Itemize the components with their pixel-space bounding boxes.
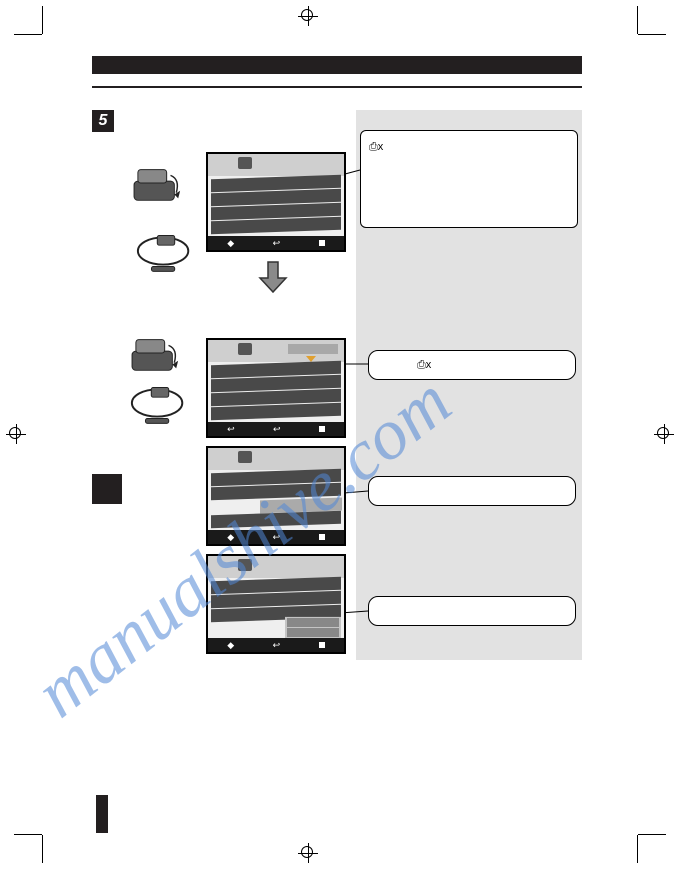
chapter-tab <box>92 474 122 504</box>
submenu-panel <box>285 616 341 638</box>
crop-mark <box>637 6 638 34</box>
page-number-mark <box>96 795 108 833</box>
camcorder-open-icon <box>130 160 188 208</box>
header-rule <box>92 86 582 88</box>
printer-icon <box>238 157 252 169</box>
registration-mark <box>298 6 318 26</box>
crop-mark <box>14 34 42 35</box>
crop-mark <box>638 34 666 35</box>
nav-stop-icon <box>319 240 325 246</box>
nav-return-icon: ↩ <box>273 640 281 651</box>
nav-stop-icon <box>319 534 325 540</box>
print-multiple-icon: ⎙x <box>417 359 431 371</box>
print-multiple-icon: ⎙x <box>369 141 383 153</box>
callout-box-2: ⎙x <box>368 350 576 380</box>
nav-stop-icon <box>319 642 325 648</box>
camcorder-open-icon <box>128 330 186 378</box>
nav-stop-icon <box>319 426 325 432</box>
step-number-badge: 5 <box>92 110 114 132</box>
lcd-screen-2: ↩ ↩ <box>206 338 346 438</box>
crop-mark <box>14 834 42 835</box>
registration-mark <box>298 843 318 863</box>
lcd-screen-1: ◆ ↩ <box>206 152 346 252</box>
printer-icon <box>238 559 252 571</box>
crop-mark <box>42 835 43 863</box>
callout-box-3 <box>368 476 576 506</box>
arrow-down-icon <box>258 260 288 294</box>
nav-return-icon: ↩ <box>273 424 281 435</box>
nav-diamond-icon: ◆ <box>227 532 234 543</box>
nav-return-icon: ↩ <box>273 532 281 543</box>
crop-mark <box>638 834 666 835</box>
nav-return-icon: ↩ <box>227 424 235 435</box>
highlight-bar <box>288 344 338 354</box>
nav-diamond-icon: ◆ <box>227 238 234 249</box>
base-disc-icon <box>128 378 192 428</box>
base-disc-icon <box>134 226 198 276</box>
lcd-screen-3: ◆ ↩ <box>206 446 346 546</box>
printer-icon <box>238 343 252 355</box>
registration-mark <box>6 424 26 444</box>
lcd-screen-4: ◆ ↩ <box>206 554 346 654</box>
crop-mark <box>42 6 43 34</box>
callout-box-1: ⎙x <box>360 130 578 228</box>
printer-icon <box>238 451 252 463</box>
nav-diamond-icon: ◆ <box>227 640 234 651</box>
callout-box-4 <box>368 596 576 626</box>
header-bar <box>92 56 582 74</box>
nav-return-icon: ↩ <box>273 238 281 249</box>
registration-mark <box>654 424 674 444</box>
crop-mark <box>637 835 638 863</box>
